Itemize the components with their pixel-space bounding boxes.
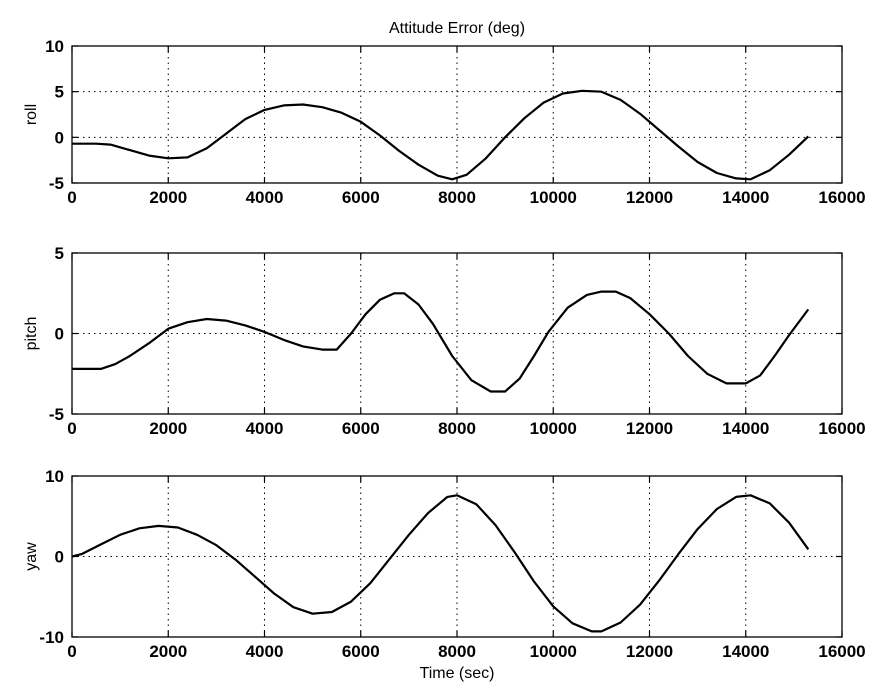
yaw-x-tick-label: 2000	[149, 642, 187, 661]
pitch-x-tick-label: 0	[67, 419, 76, 438]
roll-y-axis-label: roll	[23, 104, 40, 125]
roll-x-tick-label: 10000	[530, 188, 577, 207]
roll-x-tick-label: 14000	[722, 188, 769, 207]
pitch-y-tick-label: 5	[55, 244, 64, 263]
yaw-x-tick-label: 12000	[626, 642, 673, 661]
pitch-y-tick-label: 0	[55, 325, 64, 344]
roll-x-tick-label: 12000	[626, 188, 673, 207]
yaw-panel: 0 2000 4000 6000 8000 10000 12000 14000 16000 10 0…	[23, 467, 866, 682]
roll-x-tick-label: 8000	[438, 188, 476, 207]
yaw-y-axis-label: yaw	[23, 542, 40, 571]
yaw-y-tick-label: 10	[45, 467, 64, 486]
pitch-x-tick-label: 8000	[438, 419, 476, 438]
pitch-y-tick-label: -5	[49, 405, 64, 424]
roll-x-tick-label: 16000	[818, 188, 865, 207]
yaw-x-tick-label: 4000	[246, 642, 284, 661]
yaw-y-tick-label: -10	[39, 628, 64, 647]
roll-y-tick-label: 5	[55, 83, 64, 102]
yaw-x-tick-label: 6000	[342, 642, 380, 661]
roll-panel: 0 2000 4000 6000 8000 10000 12000 14000 16000 10 5…	[23, 20, 866, 207]
yaw-series-line	[71, 494, 810, 633]
roll-x-tick-label: 4000	[246, 188, 284, 207]
yaw-x-tick-label: 8000	[438, 642, 476, 661]
roll-y-tick-label: 0	[55, 128, 64, 147]
roll-y-tick-label: -5	[49, 174, 64, 193]
chart-title: Attitude Error (deg)	[389, 20, 525, 37]
roll-y-tick-label: 10	[45, 37, 64, 56]
x-axis-label: Time (sec)	[420, 665, 495, 682]
pitch-series-line	[72, 290, 810, 393]
roll-series-line	[72, 89, 810, 181]
yaw-y-tick-label: 0	[55, 548, 64, 567]
yaw-x-tick-label: 0	[67, 642, 76, 661]
pitch-x-tick-label: 14000	[722, 419, 769, 438]
pitch-x-tick-label: 16000	[818, 419, 865, 438]
pitch-x-tick-label: 6000	[342, 419, 380, 438]
yaw-x-tick-label: 14000	[722, 642, 769, 661]
yaw-x-tick-label: 16000	[818, 642, 865, 661]
pitch-y-axis-label: pitch	[23, 317, 40, 351]
pitch-x-tick-label: 2000	[149, 419, 187, 438]
pitch-x-tick-label: 10000	[530, 419, 577, 438]
yaw-x-tick-label: 10000	[530, 642, 577, 661]
roll-x-tick-label: 6000	[342, 188, 380, 207]
roll-x-tick-label: 2000	[149, 188, 187, 207]
pitch-x-tick-label: 12000	[626, 419, 673, 438]
pitch-panel: 0 2000 4000 6000 8000 10000 12000 14000 1600050-…	[23, 244, 866, 438]
roll-x-tick-label: 0	[67, 188, 76, 207]
pitch-x-tick-label: 4000	[246, 419, 284, 438]
